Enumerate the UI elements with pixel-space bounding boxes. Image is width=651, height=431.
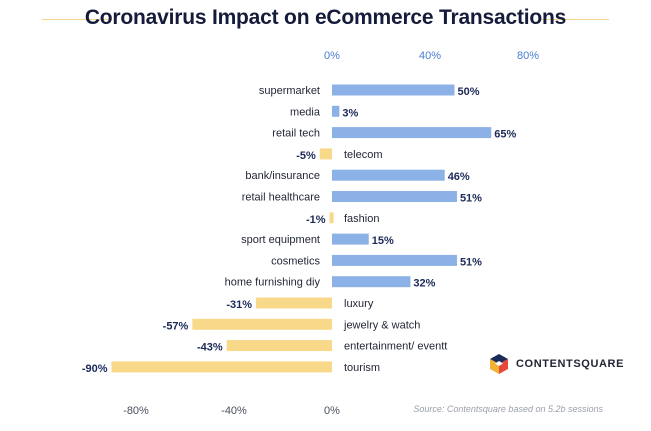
bar-home-furnishing-diy: [332, 276, 411, 288]
chart-title: Coronavirus Impact on eCommerce Transact…: [84, 6, 567, 29]
value-label: 65%: [494, 129, 516, 141]
source-note: Source: Contentsquare based on 5.2b sess…: [413, 404, 603, 414]
bar-fashion: [329, 212, 334, 224]
bar-bank-insurance: [332, 169, 445, 181]
value-label: -5%: [296, 150, 316, 162]
title-rule-left: [42, 19, 110, 20]
value-label: -90%: [82, 363, 108, 375]
bottom-axis-tick-label: -80%: [123, 405, 149, 417]
value-label: -1%: [306, 214, 326, 226]
contentsquare-logo-icon: [490, 354, 508, 374]
category-label: cosmetics: [271, 255, 320, 267]
value-label: 32%: [413, 278, 435, 290]
category-label: entertainment/ eventt: [344, 341, 447, 353]
value-label: -57%: [163, 320, 189, 332]
category-label: fashion: [344, 213, 379, 225]
bar-media: [332, 105, 340, 117]
value-label: -31%: [226, 299, 252, 311]
category-label: telecom: [344, 149, 383, 161]
category-label: media: [290, 106, 321, 118]
category-label: tourism: [344, 362, 380, 374]
top-axis-tick-label: 0%: [324, 50, 340, 62]
category-label: bank/insurance: [245, 170, 320, 182]
bottom-axis-tick-label: 0%: [324, 405, 340, 417]
bar-cosmetics: [332, 254, 457, 266]
category-label: retail tech: [272, 128, 320, 140]
bar-entertainment-eventt: [226, 340, 332, 352]
bar-retail-healthcare: [332, 191, 457, 202]
value-label: -43%: [197, 342, 223, 354]
brand-logo: CONTENTSQUARE: [488, 352, 624, 376]
top-axis-tick-label: 80%: [517, 50, 539, 62]
value-label: 46%: [448, 171, 470, 183]
title-area: Coronavirus Impact on eCommerce Transact…: [0, 4, 651, 34]
category-label: retail healthcare: [242, 192, 320, 204]
bar-telecom: [319, 148, 332, 160]
value-label: 51%: [460, 193, 482, 205]
value-label: 51%: [460, 256, 482, 268]
bar-sport-equipment: [332, 233, 369, 245]
bar-luxury: [256, 297, 332, 309]
bar-supermarket: [332, 84, 455, 96]
category-label: sport equipment: [241, 234, 320, 246]
category-label: home furnishing diy: [225, 277, 321, 289]
value-label: 50%: [458, 86, 480, 98]
bar-tourism: [111, 361, 332, 373]
value-label: 3%: [342, 107, 358, 119]
bottom-axis-tick-label: -40%: [221, 405, 247, 417]
top-axis-tick-label: 40%: [419, 50, 441, 62]
category-label: supermarket: [259, 85, 320, 97]
category-label: jewelry & watch: [343, 319, 420, 331]
bar-retail-tech: [332, 127, 492, 139]
category-label: luxury: [344, 298, 374, 310]
value-label: 15%: [372, 235, 394, 247]
brand-name: CONTENTSQUARE: [516, 358, 625, 370]
title-rule-right: [541, 19, 609, 20]
bar-jewelry-watch: [192, 318, 332, 330]
